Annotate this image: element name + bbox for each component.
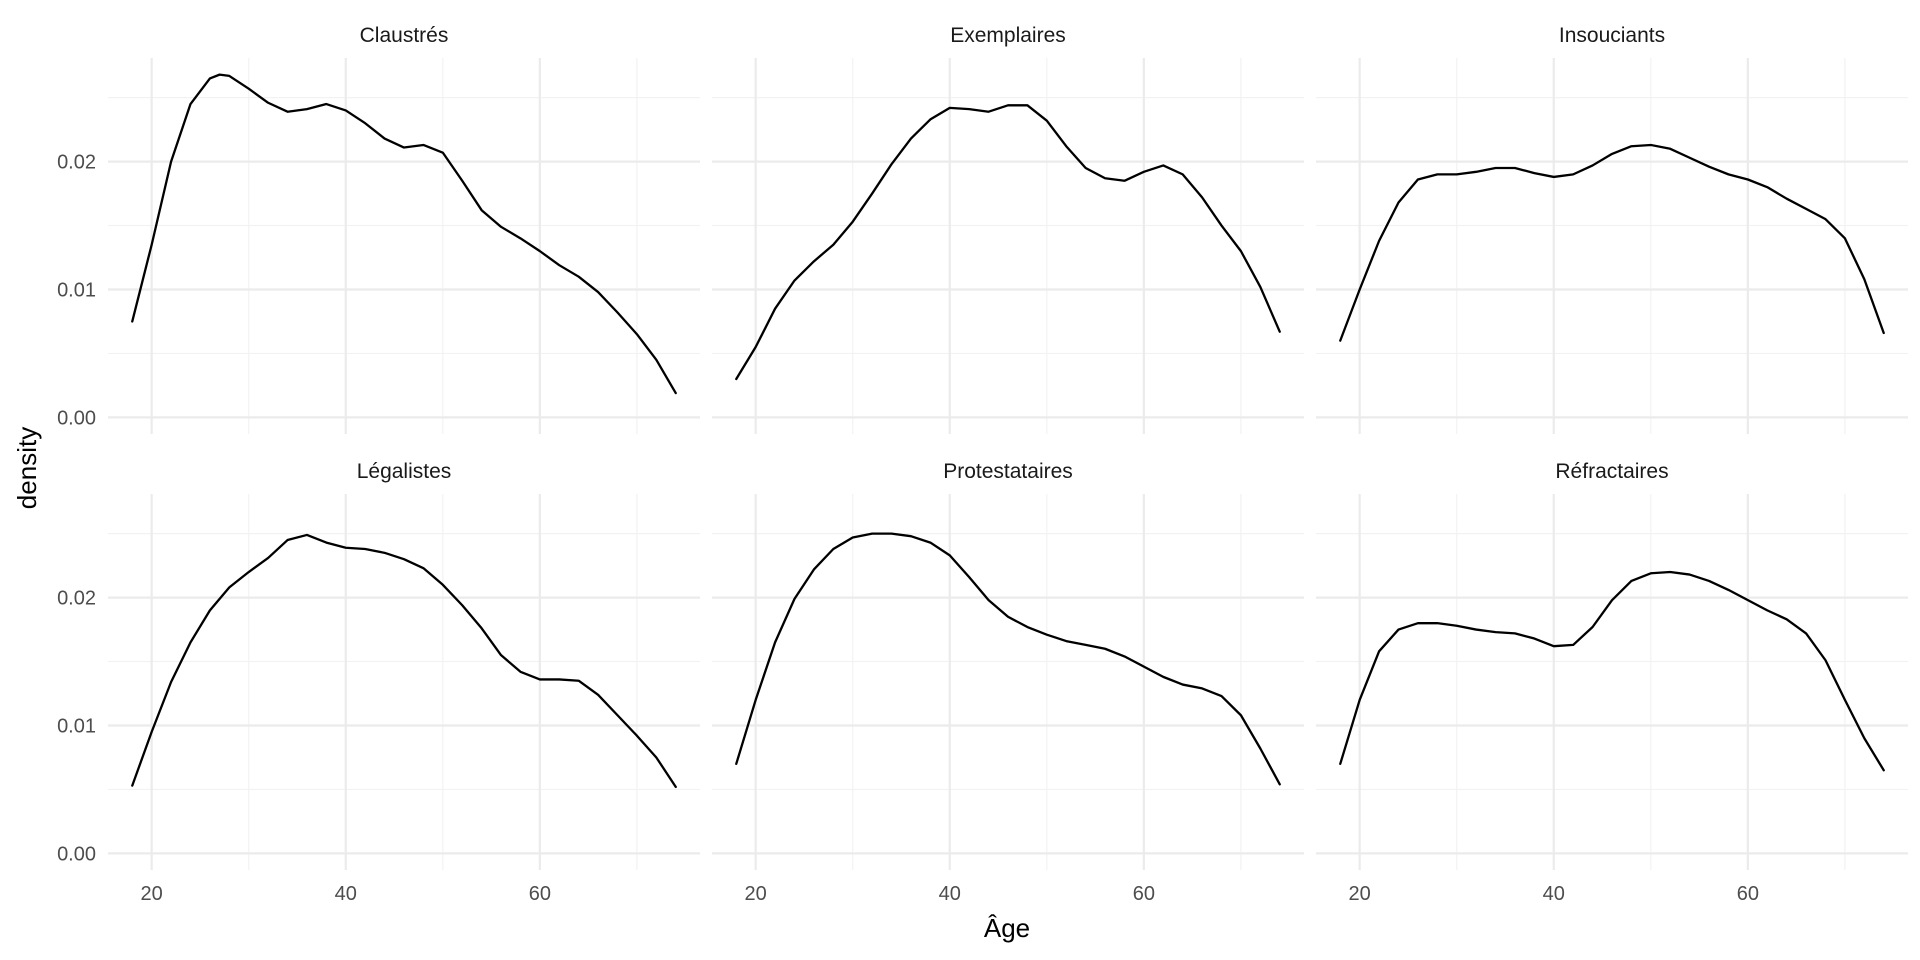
facet-title-insouciants: Insouciants bbox=[1559, 24, 1665, 47]
density-line-protestataires bbox=[735, 532, 1281, 786]
facet-panel-protestataires: Protestataires 20 40 60 bbox=[712, 460, 1304, 905]
facet-panel-claustres: Claustrés 0.00 0.01 0.02 bbox=[57, 24, 700, 434]
facet-panel-exemplaires: Exemplaires bbox=[712, 24, 1304, 434]
y-tick-label: 0.01 bbox=[57, 279, 96, 301]
x-tick-label: 60 bbox=[1737, 883, 1759, 905]
y-tick-label: 0.02 bbox=[57, 152, 96, 174]
y-tick-label: 0.00 bbox=[57, 843, 96, 865]
y-tick-label: 0.01 bbox=[57, 715, 96, 737]
facet-title-protestataires: Protestataires bbox=[943, 460, 1073, 483]
x-tick-label: 40 bbox=[335, 883, 357, 905]
x-axis-title: Âge bbox=[984, 913, 1030, 943]
x-tick-label: 40 bbox=[939, 883, 961, 905]
facet-panel-legalistes: Légalistes 0.00 0.01 0.02 20 40 60 bbox=[57, 460, 700, 905]
facet-title-exemplaires: Exemplaires bbox=[950, 24, 1066, 47]
x-tick-label: 40 bbox=[1543, 883, 1565, 905]
y-tick-label: 0.00 bbox=[57, 407, 96, 429]
facet-title-claustres: Claustrés bbox=[360, 24, 449, 47]
facet-title-refractaires: Réfractaires bbox=[1555, 460, 1668, 483]
density-line-exemplaires bbox=[735, 104, 1281, 381]
facet-panel-insouciants: Insouciants bbox=[1316, 24, 1908, 434]
facet-title-legalistes: Légalistes bbox=[357, 460, 452, 483]
density-line-refractaires bbox=[1339, 570, 1885, 772]
y-axis-title: density bbox=[12, 427, 42, 509]
x-tick-label: 20 bbox=[141, 883, 163, 905]
density-line-claustres bbox=[131, 73, 677, 395]
density-line-insouciants bbox=[1339, 143, 1885, 342]
y-tick-label: 0.02 bbox=[57, 588, 96, 610]
x-tick-label: 20 bbox=[1349, 883, 1371, 905]
x-tick-label: 60 bbox=[529, 883, 551, 905]
facet-panel-refractaires: Réfractaires 20 40 60 bbox=[1316, 460, 1908, 905]
density-line-legalistes bbox=[131, 533, 677, 789]
x-tick-label: 20 bbox=[745, 883, 767, 905]
x-tick-label: 60 bbox=[1133, 883, 1155, 905]
